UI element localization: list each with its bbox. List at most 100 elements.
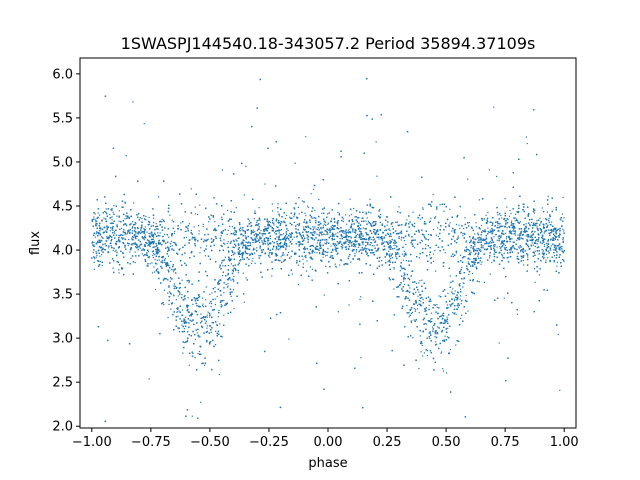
scatter-point [430, 217, 432, 219]
scatter-point [509, 252, 511, 254]
scatter-point [156, 259, 158, 261]
scatter-point [496, 246, 498, 248]
scatter-point [137, 233, 140, 235]
scatter-point [350, 236, 352, 238]
scatter-point [483, 281, 486, 284]
scatter-point [531, 224, 534, 226]
scatter-point [205, 299, 207, 301]
scatter-point [373, 239, 375, 241]
scatter-point [418, 282, 420, 284]
scatter-point [358, 233, 361, 235]
scatter-point [400, 267, 402, 269]
scatter-point [209, 316, 211, 318]
scatter-point [208, 221, 210, 223]
scatter-point [391, 225, 393, 227]
scatter-point [122, 242, 125, 245]
scatter-point [316, 245, 319, 248]
scatter-point [231, 226, 233, 228]
scatter-point [305, 215, 307, 217]
scatter-point [504, 244, 506, 247]
scatter-point [386, 224, 388, 226]
scatter-point [360, 296, 362, 298]
scatter-point [129, 251, 131, 253]
scatter-point [458, 292, 460, 294]
scatter-point [508, 256, 510, 258]
scatter-point [261, 233, 263, 235]
scatter-point [503, 297, 505, 299]
scatter-point [481, 218, 483, 220]
scatter-point [327, 233, 329, 235]
scatter-point [372, 222, 374, 224]
scatter-point [326, 251, 328, 254]
scatter-point [130, 257, 132, 259]
scatter-point [306, 260, 308, 262]
scatter-point [271, 219, 274, 222]
scatter-point [420, 305, 423, 307]
scatter-point [238, 255, 241, 258]
scatter-point [183, 327, 185, 330]
scatter-point [563, 259, 565, 261]
scatter-point [424, 323, 427, 325]
scatter-point [525, 223, 527, 225]
scatter-point [233, 307, 235, 310]
scatter-point [335, 233, 337, 235]
scatter-point [525, 136, 527, 138]
scatter-point [460, 317, 462, 320]
scatter-point [223, 259, 225, 261]
scatter-point [230, 279, 232, 281]
scatter-point [390, 232, 392, 235]
scatter-point [336, 253, 338, 255]
scatter-point [303, 226, 305, 228]
scatter-point [345, 232, 347, 234]
scatter-point [405, 252, 407, 254]
scatter-point [481, 245, 483, 247]
scatter-point [452, 293, 454, 295]
scatter-point [219, 323, 221, 325]
scatter-point [351, 244, 353, 246]
scatter-point [405, 254, 408, 256]
scatter-point [403, 283, 406, 286]
scatter-point [505, 232, 507, 235]
scatter-point [200, 401, 202, 403]
scatter-point [389, 229, 391, 232]
scatter-point [124, 201, 126, 203]
scatter-point [557, 333, 559, 336]
scatter-point [354, 216, 356, 218]
scatter-point [254, 231, 256, 233]
scatter-point [345, 242, 347, 244]
scatter-point [199, 252, 201, 254]
scatter-point [286, 236, 289, 238]
scatter-point [547, 243, 550, 246]
scatter-point [226, 303, 228, 306]
scatter-point [111, 229, 113, 231]
scatter-point [337, 232, 339, 234]
scatter-point [373, 229, 375, 231]
scatter-point [135, 222, 137, 224]
scatter-point [463, 232, 465, 234]
scatter-point [227, 229, 229, 232]
scatter-point [434, 270, 437, 272]
scatter-point [323, 223, 325, 225]
scatter-point [431, 326, 434, 328]
scatter-point [242, 258, 244, 260]
scatter-point [149, 233, 151, 235]
scatter-point [404, 278, 406, 280]
scatter-point [351, 231, 353, 233]
scatter-point [118, 235, 120, 237]
scatter-point [201, 362, 203, 365]
scatter-point [401, 253, 404, 255]
scatter-point [202, 223, 204, 225]
scatter-point [398, 206, 400, 208]
scatter-point [143, 245, 145, 247]
scatter-point [430, 318, 432, 320]
scatter-point [172, 241, 174, 243]
scatter-point [187, 297, 189, 299]
scatter-point [348, 304, 350, 306]
scatter-point [319, 252, 321, 255]
scatter-point [541, 207, 543, 209]
scatter-point [177, 295, 179, 297]
scatter-point [263, 238, 266, 240]
scatter-point [194, 213, 197, 215]
scatter-point [194, 338, 197, 341]
scatter-point [438, 295, 440, 297]
